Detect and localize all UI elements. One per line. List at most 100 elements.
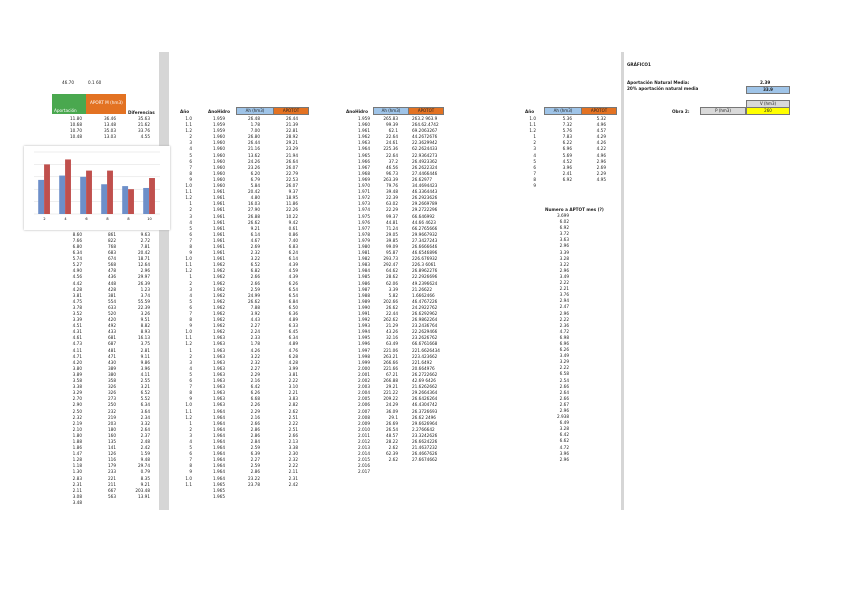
cell: 2.96 bbox=[559, 267, 569, 273]
cell: 22.53 bbox=[286, 176, 298, 182]
v-value[interactable]: 260 bbox=[746, 107, 790, 115]
cell: 28.92 bbox=[286, 134, 298, 140]
cell: 29.2722296 bbox=[412, 207, 438, 213]
bar bbox=[128, 189, 134, 214]
cell: 1.963 bbox=[213, 402, 225, 408]
cell: 29.05 bbox=[386, 231, 398, 237]
cell: 43.26 bbox=[386, 329, 398, 335]
cell: 681 bbox=[108, 335, 116, 341]
cell: 1.960 bbox=[213, 134, 225, 140]
cell: 389 bbox=[108, 365, 116, 371]
cell: 8 bbox=[189, 243, 192, 249]
cell: 26.62 bbox=[248, 298, 260, 304]
cell: 62.06 bbox=[386, 280, 398, 286]
cell: 2.10 bbox=[72, 426, 82, 432]
cell: 1.962 bbox=[213, 292, 225, 298]
cell: 63.49 bbox=[386, 341, 398, 347]
cell: 3.96 bbox=[562, 164, 572, 170]
cell: 1.963 bbox=[213, 353, 225, 359]
cell: 1.960 bbox=[213, 152, 225, 158]
green-header-label: Aportación bbox=[54, 108, 77, 113]
cell: 6.26 bbox=[559, 347, 569, 353]
cell: 7.83 bbox=[562, 134, 572, 140]
cell: 1.968 bbox=[358, 170, 370, 176]
gray-strip-left bbox=[159, 52, 169, 510]
cell: 2.62 bbox=[388, 445, 398, 451]
cell: 7.00 bbox=[250, 128, 260, 134]
cell: 1.965 bbox=[213, 487, 225, 493]
cell: 20.42 bbox=[248, 189, 260, 195]
cell: 1.88 bbox=[72, 438, 82, 444]
cell: 6.98 bbox=[559, 334, 569, 340]
cell: 1.974 bbox=[358, 207, 370, 213]
cell: 2.36 bbox=[559, 322, 569, 328]
header-anohidro: AnoHidro bbox=[208, 109, 230, 114]
cell: 2.50 bbox=[72, 408, 82, 414]
cell: 358 bbox=[108, 378, 116, 384]
cell: 1.962 bbox=[213, 317, 225, 323]
cell: 4.89 bbox=[288, 317, 298, 323]
cell: 568 bbox=[108, 262, 116, 268]
cell: 29.21 bbox=[386, 384, 398, 390]
cell: 5 bbox=[189, 445, 192, 451]
cell: 6.34 bbox=[140, 402, 150, 408]
cell: 1.984 bbox=[358, 268, 370, 274]
cell: 21.39 bbox=[286, 122, 298, 128]
cell: 6.79 bbox=[250, 176, 260, 182]
cell: 44.81 bbox=[386, 219, 398, 225]
cell: 32.16 bbox=[386, 335, 398, 341]
cell: 7.88 bbox=[250, 304, 260, 310]
cell: 22.29 bbox=[386, 207, 398, 213]
cell: 27.90 bbox=[248, 207, 260, 213]
cell: 1.961 bbox=[358, 128, 370, 134]
cell: 1.1 bbox=[185, 335, 192, 341]
top-value-1: 46.70 bbox=[62, 80, 74, 85]
right-panel-title: GRÁFICO1 bbox=[627, 62, 651, 67]
x-tick-label: 2 bbox=[43, 217, 45, 221]
cell: 22.2926696 bbox=[412, 274, 438, 280]
cell: 2.96 bbox=[140, 268, 150, 274]
cell: 2.42 bbox=[140, 445, 150, 451]
cell: 9 bbox=[533, 183, 536, 189]
col-f: 26.48 1.78 7.00 26.80 26.44 21.16 13.62 24.26 23… bbox=[240, 116, 260, 488]
cell: 6.28 bbox=[288, 353, 298, 359]
cell: 7.66 bbox=[72, 237, 82, 243]
cell: 21.4637232 bbox=[412, 445, 438, 451]
cell: 2.27 bbox=[250, 457, 260, 463]
cell: 2.22 bbox=[559, 316, 569, 322]
cell: 1.964 bbox=[213, 475, 225, 481]
cell: 26.2622324 bbox=[412, 164, 438, 170]
cell: 1 bbox=[533, 134, 536, 140]
cell: 221.06 bbox=[383, 347, 398, 353]
cell: 39.85 bbox=[386, 237, 398, 243]
cell: 4.59 bbox=[288, 268, 298, 274]
cell: 11.80 bbox=[70, 116, 82, 121]
cell: 1.975 bbox=[358, 213, 370, 219]
cell: 674 bbox=[108, 256, 116, 262]
cell: 223.423662 bbox=[412, 353, 438, 359]
cell: 3.48 bbox=[72, 499, 82, 505]
cell: 36.09 bbox=[386, 408, 398, 414]
cell: 8.60 bbox=[72, 231, 82, 237]
cell: 1.23 bbox=[140, 286, 150, 292]
cell: 2.30 bbox=[288, 451, 298, 457]
cell: 1.962 bbox=[213, 329, 225, 335]
cell: 1.964 bbox=[213, 451, 225, 457]
bar bbox=[122, 186, 129, 214]
cell: 2.011 bbox=[358, 432, 370, 438]
x-tick-label: 8 bbox=[106, 217, 108, 221]
cell: 1.47 bbox=[72, 451, 82, 457]
cell: 2.82 bbox=[288, 402, 298, 408]
cell: 1.959 bbox=[213, 128, 225, 134]
cell: 471 bbox=[108, 353, 116, 359]
cell: 26.4667626 bbox=[412, 451, 438, 457]
cell: 9.51 bbox=[140, 317, 150, 323]
cell: 2.96 bbox=[559, 243, 569, 249]
cell: 26.62977 bbox=[412, 176, 432, 182]
cell: 1.0 bbox=[529, 116, 536, 121]
cell: 3.39 bbox=[559, 249, 569, 255]
cell: 6.33 bbox=[288, 323, 298, 329]
cell: 4.28 bbox=[288, 359, 298, 365]
cell: 2.70 bbox=[72, 396, 82, 402]
cell: 2.32 bbox=[72, 414, 82, 420]
